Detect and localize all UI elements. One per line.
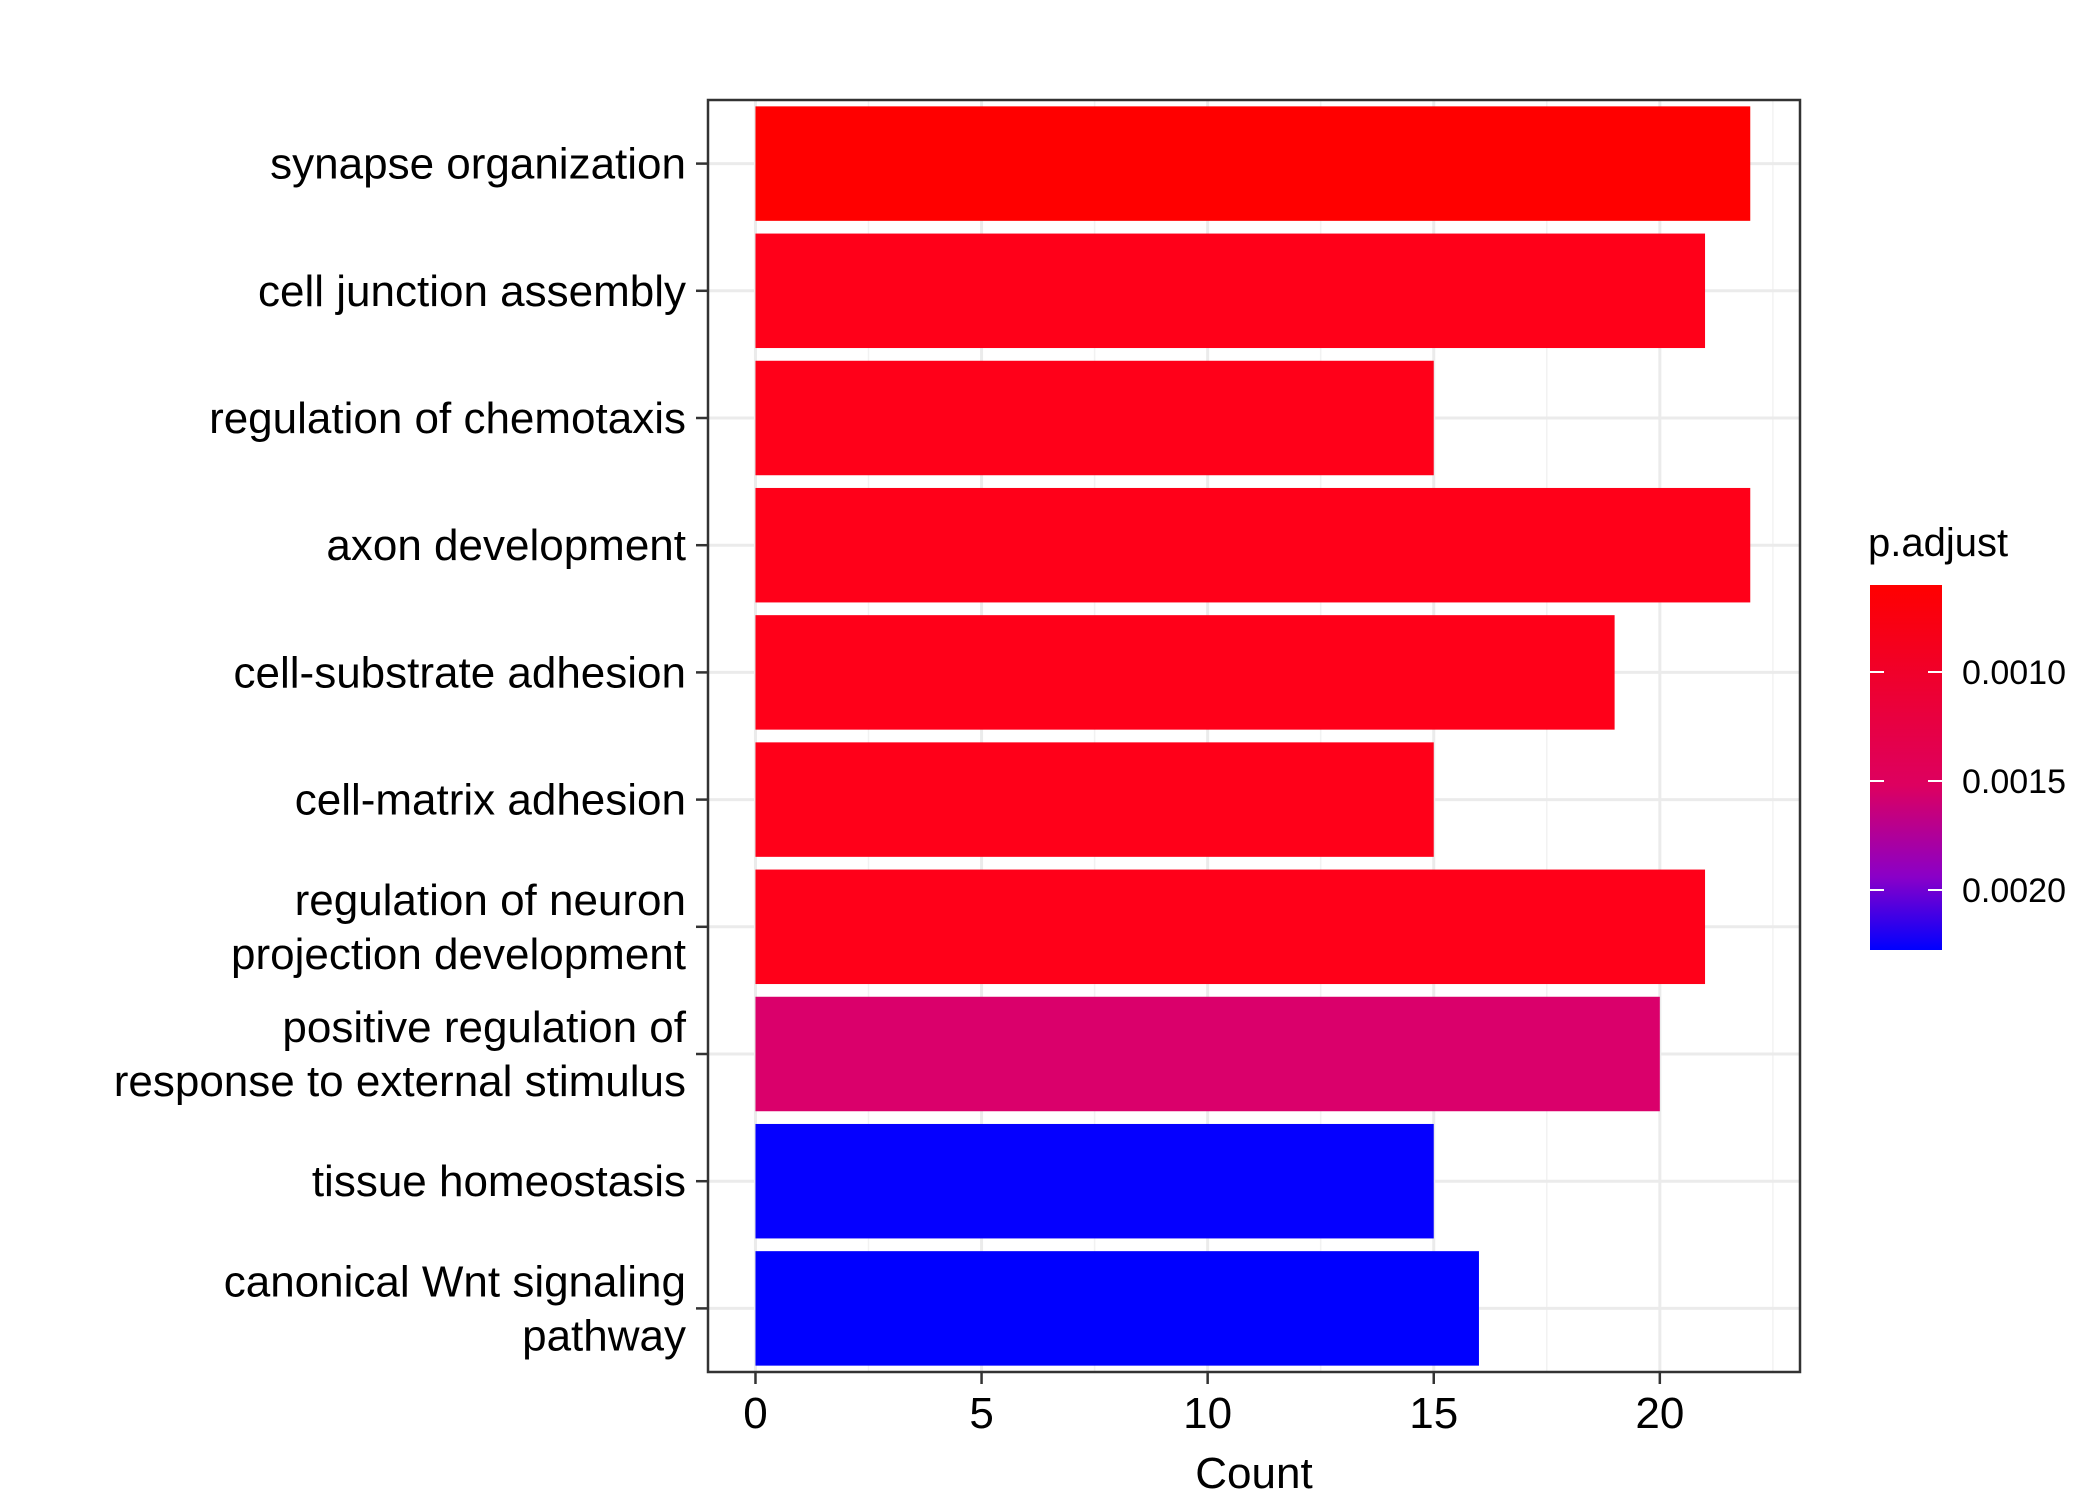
bar <box>755 360 1434 476</box>
colorbar-tick-label: 0.0020 <box>1962 872 2066 910</box>
plot-border <box>706 98 1802 1374</box>
y-tick-label: tissue homeostasis <box>312 1157 686 1206</box>
bars <box>755 106 1751 1366</box>
bar <box>755 615 1615 730</box>
y-tick-label: cell-substrate adhesion <box>234 648 686 697</box>
y-tick-label: cell-matrix adhesion <box>295 776 686 825</box>
x-axis-title: Count <box>1195 1449 1312 1498</box>
y-tick-label: canonical Wnt signaling <box>224 1257 686 1306</box>
y-tick-label: regulation of chemotaxis <box>209 394 686 443</box>
y-tick-label: regulation of neuron <box>295 876 686 925</box>
y-tick-label: synapse organization <box>270 140 686 189</box>
bar <box>755 1251 1479 1366</box>
x-axis: 0 5 10 15 20 <box>743 1372 1684 1438</box>
y-tick-label: pathway <box>522 1311 686 1360</box>
y-tick-label: cell junction assembly <box>258 267 686 316</box>
legend: p.adjust 0.0010 0.0015 0.0020 <box>1868 521 2066 950</box>
y-tick-label: axon development <box>326 521 686 570</box>
y-tick-label: projection development <box>231 930 686 979</box>
colorbar <box>1870 585 1942 950</box>
y-axis: synapse organization cell junction assemb… <box>114 140 708 1360</box>
x-tick-label: 15 <box>1409 1389 1458 1438</box>
x-tick-label: 5 <box>969 1389 993 1438</box>
x-tick-label: 20 <box>1635 1389 1684 1438</box>
bar <box>755 233 1706 349</box>
bar <box>755 1123 1434 1239</box>
bar <box>755 487 1751 603</box>
bar <box>755 996 1660 1112</box>
x-tick-label: 0 <box>743 1389 767 1438</box>
y-tick-label: response to external stimulus <box>114 1057 686 1106</box>
colorbar-tick-label: 0.0010 <box>1962 654 2066 692</box>
legend-title: p.adjust <box>1868 521 2008 565</box>
y-tick-label: positive regulation of <box>282 1003 686 1052</box>
x-tick-label: 10 <box>1183 1389 1232 1438</box>
bar <box>755 869 1706 985</box>
colorbar-tick-label: 0.0015 <box>1962 763 2066 801</box>
bar <box>755 106 1751 221</box>
bar <box>755 742 1434 857</box>
